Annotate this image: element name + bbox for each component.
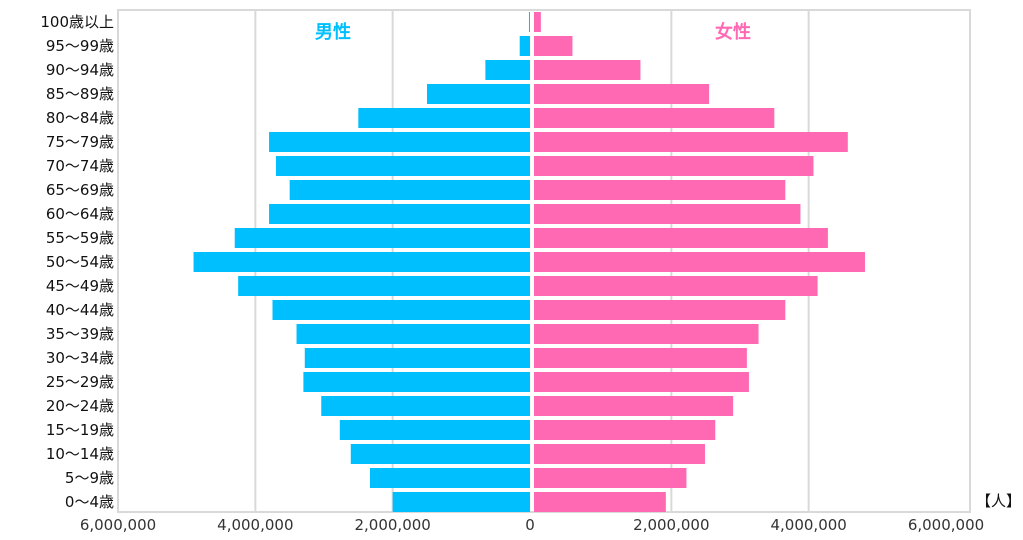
- female-bar: [534, 492, 666, 512]
- male-bar: [234, 228, 530, 248]
- male-bar: [392, 492, 530, 512]
- category-label: 55～59歳: [46, 229, 114, 247]
- male-bar: [269, 204, 530, 224]
- category-label: 100歳以上: [40, 13, 114, 31]
- female-bar: [534, 108, 775, 128]
- female-bar: [534, 396, 734, 416]
- x-tick-label: 2,000,000: [633, 516, 709, 534]
- female-bar: [534, 156, 814, 176]
- female-bar: [534, 324, 759, 344]
- male-bar: [275, 156, 530, 176]
- category-label: 65～69歳: [46, 181, 114, 199]
- male-bar: [358, 108, 530, 128]
- category-label: 0～4歳: [65, 493, 114, 511]
- male-bar: [519, 36, 530, 56]
- category-label: 80～84歳: [46, 109, 114, 127]
- male-bar: [304, 348, 530, 368]
- female-bar: [534, 348, 747, 368]
- x-axis-ticks: 6,000,000 4,000,000 2,000,000 0 2,000,000 4,0…: [80, 516, 984, 534]
- x-tick-label: 4,000,000: [770, 516, 846, 534]
- male-bar: [485, 60, 530, 80]
- female-bar: [534, 180, 786, 200]
- category-label: 30～34歳: [46, 349, 114, 367]
- male-bar: [193, 252, 531, 272]
- male-bar: [296, 324, 530, 344]
- x-tick-label: 6,000,000: [80, 516, 156, 534]
- male-bar: [321, 396, 530, 416]
- male-bar: [289, 180, 530, 200]
- category-label: 35～39歳: [46, 325, 114, 343]
- male-bar: [427, 84, 530, 104]
- x-tick-label: 6,000,000: [908, 516, 984, 534]
- female-bar: [534, 300, 786, 320]
- female-bar: [534, 444, 705, 464]
- male-bar: [339, 420, 530, 440]
- female-bar: [534, 252, 865, 272]
- category-label: 40～44歳: [46, 301, 114, 319]
- category-label: 20～24歳: [46, 397, 114, 415]
- unit-label: 【人】: [976, 492, 1021, 510]
- category-label: 45～49歳: [46, 277, 114, 295]
- female-bar: [534, 228, 828, 248]
- category-label: 85～89歳: [46, 85, 114, 103]
- male-bar: [238, 276, 530, 296]
- female-bar: [534, 84, 710, 104]
- bars: [193, 12, 865, 512]
- female-bar: [534, 204, 801, 224]
- female-bar: [534, 468, 687, 488]
- x-tick-label: 4,000,000: [217, 516, 293, 534]
- male-bar: [528, 12, 530, 32]
- female-bar: [534, 276, 818, 296]
- male-series-label: 男性: [315, 21, 351, 43]
- category-label: 50～54歳: [46, 253, 114, 271]
- female-bar: [534, 372, 749, 392]
- category-label: 95～99歳: [46, 37, 114, 55]
- female-series-label: 女性: [715, 21, 751, 43]
- category-label: 25～29歳: [46, 373, 114, 391]
- x-tick-label: 2,000,000: [354, 516, 430, 534]
- category-label: 10～14歳: [46, 445, 114, 463]
- male-bar: [303, 372, 530, 392]
- female-bar: [534, 36, 573, 56]
- category-labels: 100歳以上 95～99歳 90～94歳 85～89歳 80～84歳 75～79歳 70～7…: [40, 13, 114, 511]
- male-bar: [272, 300, 530, 320]
- category-label: 75～79歳: [46, 133, 114, 151]
- category-label: 60～64歳: [46, 205, 114, 223]
- male-bar: [269, 132, 530, 152]
- male-bar: [350, 444, 530, 464]
- category-label: 70～74歳: [46, 157, 114, 175]
- female-bar: [534, 132, 848, 152]
- category-label: 90～94歳: [46, 61, 114, 79]
- category-label: 15～19歳: [46, 421, 114, 439]
- female-bar: [534, 420, 716, 440]
- female-bar: [534, 60, 641, 80]
- category-label: 5～9歳: [65, 469, 114, 487]
- female-bar: [534, 12, 541, 32]
- male-bar: [370, 468, 530, 488]
- x-tick-label: 0: [525, 516, 535, 534]
